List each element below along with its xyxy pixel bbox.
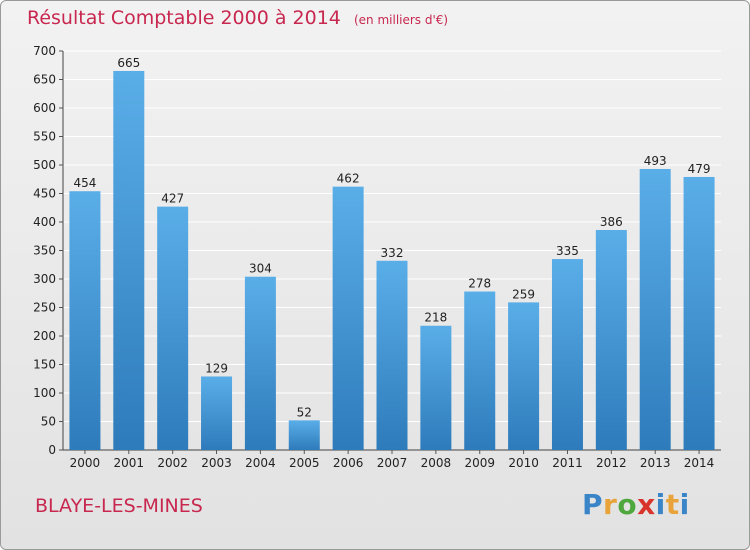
bar-value-label: 52	[297, 405, 312, 419]
y-tick-label: 350	[33, 244, 56, 258]
bar-value-label: 493	[644, 154, 667, 168]
x-tick-label: 2014	[684, 456, 715, 470]
bar	[157, 206, 189, 450]
bar	[376, 260, 408, 450]
logo-letter: r	[603, 488, 618, 521]
x-tick-label: 2009	[464, 456, 495, 470]
x-tick-label: 2000	[70, 456, 101, 470]
bar	[201, 376, 233, 450]
y-tick-label: 300	[33, 272, 56, 286]
bar	[683, 176, 715, 450]
bar-value-label: 386	[600, 215, 623, 229]
x-tick-label: 2010	[508, 456, 539, 470]
y-tick-label: 0	[48, 443, 56, 457]
y-tick-label: 50	[41, 415, 56, 429]
x-tick-label: 2012	[596, 456, 627, 470]
bar-value-label: 479	[688, 162, 711, 176]
y-tick-label: 500	[33, 158, 56, 172]
x-tick-label: 2003	[201, 456, 232, 470]
bar-value-label: 427	[161, 192, 184, 206]
y-tick-label: 200	[33, 329, 56, 343]
bar	[244, 276, 276, 450]
x-tick-label: 2004	[245, 456, 276, 470]
bar	[639, 168, 671, 451]
bar	[551, 259, 583, 450]
chart-subtitle: (en milliers d'€)	[353, 13, 449, 27]
y-tick-label: 250	[33, 301, 56, 315]
chart-title: Résultat Comptable 2000 à 2014	[27, 7, 341, 29]
x-tick-label: 2005	[289, 456, 320, 470]
x-tick-label: 2013	[640, 456, 671, 470]
logo-letter: i	[655, 488, 666, 521]
bar-value-label: 665	[117, 56, 140, 70]
y-tick-label: 400	[33, 215, 56, 229]
bar	[69, 191, 101, 450]
x-tick-label: 2006	[333, 456, 364, 470]
bar-value-label: 218	[424, 311, 447, 325]
y-tick-label: 700	[33, 44, 56, 58]
bar	[464, 291, 496, 450]
bar	[595, 229, 627, 450]
logo-letter: t	[665, 488, 680, 521]
bar-value-label: 332	[381, 246, 404, 260]
x-tick-label: 2008	[421, 456, 452, 470]
bar-value-label: 278	[468, 277, 491, 291]
bar	[420, 325, 452, 450]
bar-value-label: 304	[249, 262, 272, 276]
bar	[288, 420, 320, 450]
proxiti-logo: Proxiti	[582, 488, 690, 521]
chart-title-block: Résultat Comptable 2000 à 2014 (en milli…	[27, 7, 448, 29]
x-tick-label: 2007	[377, 456, 408, 470]
bar	[332, 186, 364, 450]
y-tick-label: 650	[33, 73, 56, 87]
y-tick-label: 600	[33, 101, 56, 115]
logo-letter: o	[617, 488, 638, 521]
location-name: BLAYE-LES-MINES	[35, 495, 203, 517]
bar-value-label: 462	[337, 172, 360, 186]
y-tick-label: 100	[33, 386, 56, 400]
bar-value-label: 129	[205, 361, 228, 375]
logo-letter: i	[679, 488, 690, 521]
bar-value-label: 335	[556, 244, 579, 258]
bar-value-label: 454	[73, 176, 96, 190]
logo-letter: x	[637, 488, 656, 521]
x-tick-label: 2002	[157, 456, 188, 470]
bar	[113, 70, 145, 450]
x-tick-label: 2001	[114, 456, 145, 470]
bar-value-label: 259	[512, 287, 535, 301]
bar	[508, 302, 540, 450]
logo-letter: P	[582, 488, 604, 521]
y-tick-label: 150	[33, 358, 56, 372]
y-tick-label: 550	[33, 130, 56, 144]
x-tick-label: 2011	[552, 456, 583, 470]
y-tick-label: 450	[33, 187, 56, 201]
